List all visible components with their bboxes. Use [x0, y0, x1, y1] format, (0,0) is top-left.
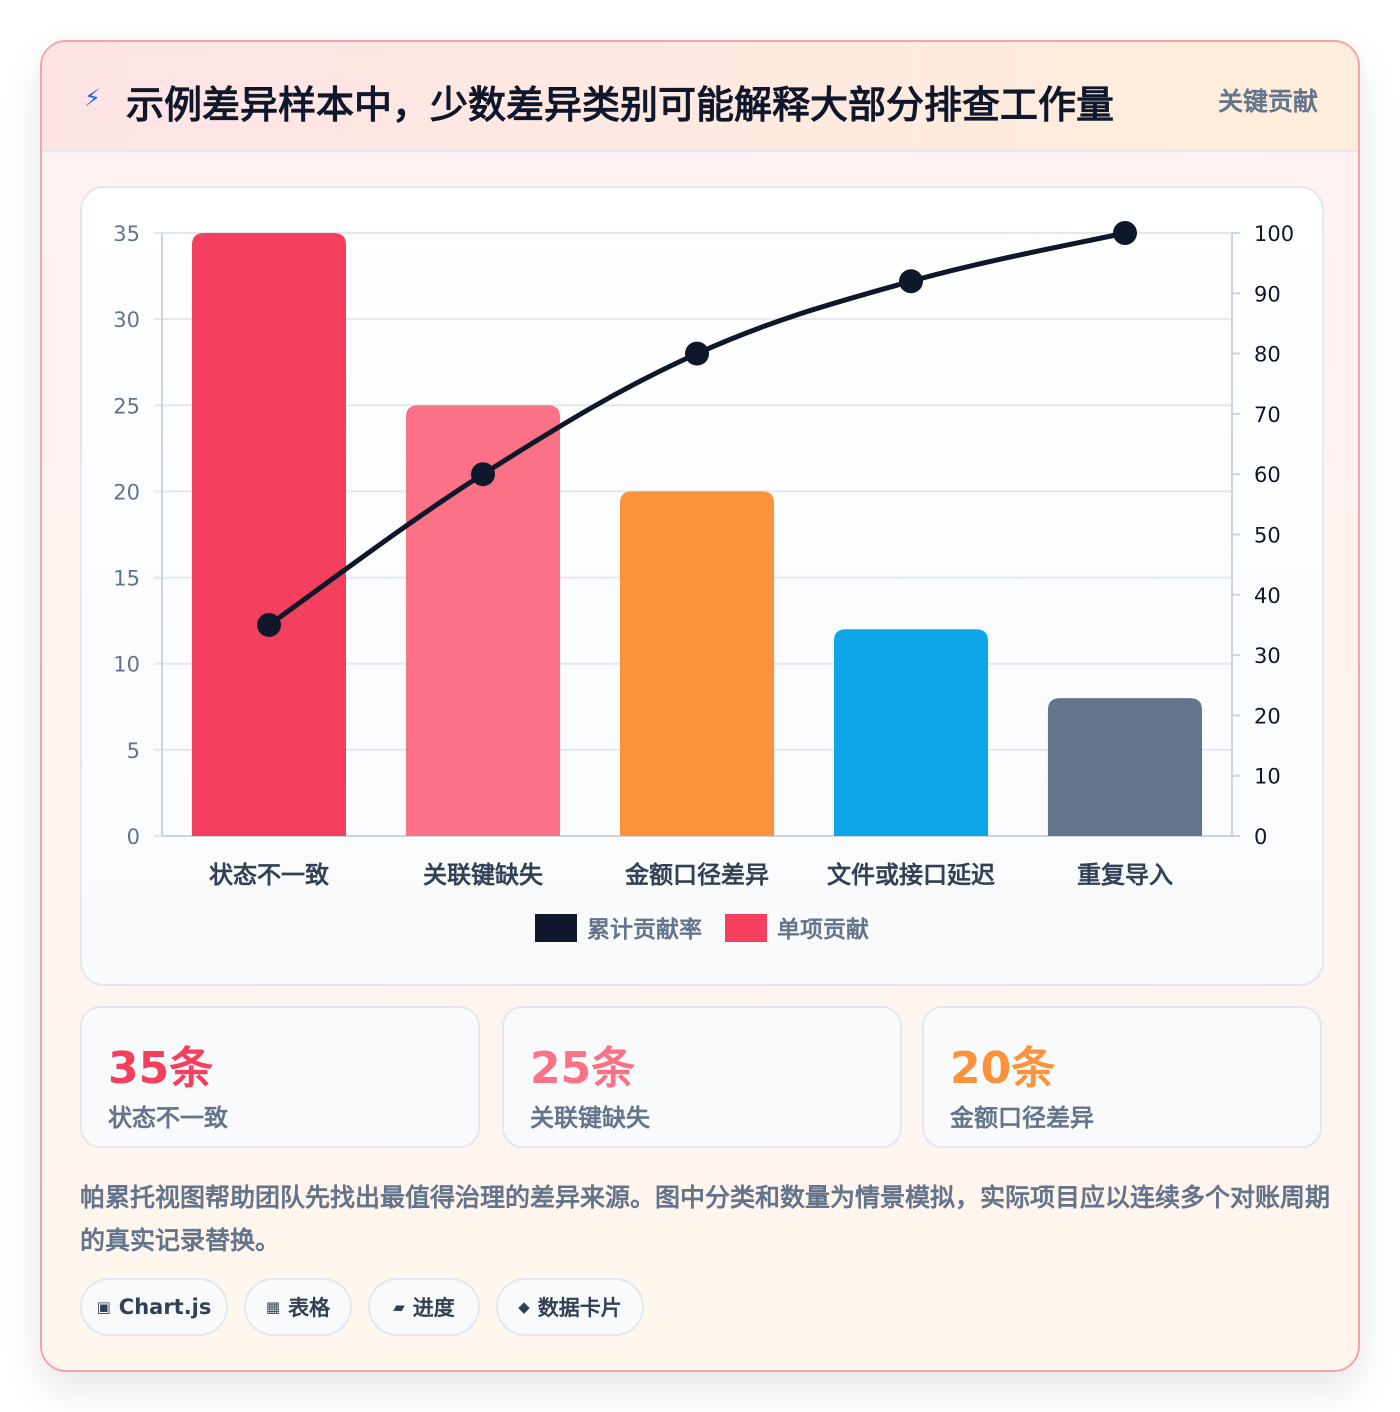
x-tick-label: 文件或接口延迟	[827, 861, 995, 889]
table-icon: ▦	[265, 1298, 281, 1316]
bar	[405, 405, 561, 836]
progress-icon: ▰	[393, 1298, 405, 1316]
y-left-tick-label: 35	[113, 222, 140, 246]
tag-label: 进度	[412, 1296, 455, 1320]
header-badge: 关键贡献	[1217, 87, 1318, 116]
lightning-icon: ⚡	[84, 84, 101, 112]
y-left-tick-label: 15	[113, 567, 140, 591]
bar	[191, 233, 347, 836]
legend-label: 累计贡献率	[587, 916, 702, 943]
line-point	[685, 341, 709, 366]
chart-icon: ▣	[96, 1298, 111, 1316]
legend-swatch	[725, 914, 767, 942]
line-point	[471, 462, 495, 487]
y-left-tick-label: 5	[127, 739, 140, 763]
y-right-tick-label: 40	[1254, 584, 1281, 608]
legend-label: 单项贡献	[777, 917, 869, 943]
footnote: 帕累托视图帮助团队先找出最值得治理的差异来源。图中分类和数量为情景模拟，实际项目…	[80, 1183, 1331, 1255]
y-right-tick-label: 20	[1254, 704, 1281, 728]
y-left-tick-label: 25	[113, 394, 140, 418]
y-right-tick-label: 100	[1254, 222, 1294, 246]
x-tick-label: 状态不一致	[209, 861, 330, 889]
line-point	[899, 269, 923, 294]
y-right-tick-label: 90	[1254, 282, 1281, 306]
y-right-tick-label: 10	[1254, 765, 1281, 789]
bar	[833, 629, 989, 836]
stat-value: 25条	[530, 1043, 636, 1094]
x-tick-label: 重复导入	[1077, 861, 1173, 889]
diamond-icon: ◆	[518, 1298, 530, 1316]
tag-label: 表格	[288, 1296, 331, 1320]
report-card: ⚡ 示例差异样本中，少数差异类别可能解释大部分排查工作量 关键贡献 0 5 10 15…	[40, 40, 1360, 1372]
x-tick-label: 关联键缺失	[423, 861, 544, 889]
stat-card: 20条 金额口径差异	[922, 1006, 1322, 1148]
tag-label: 数据卡片	[537, 1296, 622, 1320]
y-left-tick-label: 10	[113, 653, 140, 677]
card-header: ⚡ 示例差异样本中，少数差异类别可能解释大部分排查工作量 关键贡献	[42, 42, 1358, 152]
y-right-tick-label: 50	[1254, 524, 1281, 548]
page-title: 示例差异样本中，少数差异类别可能解释大部分排查工作量	[126, 83, 1115, 127]
bar	[1047, 698, 1203, 836]
stat-label: 金额口径差异	[950, 1104, 1094, 1132]
line-point	[1113, 221, 1137, 245]
stat-card: 25条 关联键缺失	[502, 1006, 902, 1148]
chart-panel: 0 5 10 15 20 25 30 35 0 10 20 30 40 50 60 70 80 90 100 状态不一…	[80, 186, 1324, 986]
stat-value: 20条	[950, 1043, 1056, 1094]
x-tick-label: 金额口径差异	[624, 861, 769, 889]
y-left-tick-label: 30	[113, 308, 140, 332]
tag-chip[interactable]: ▦ 表格	[244, 1278, 352, 1336]
y-right-tick-label: 70	[1254, 403, 1281, 427]
stat-label: 关联键缺失	[530, 1104, 650, 1132]
stat-label: 状态不一致	[108, 1104, 228, 1132]
y-left-tick-label: 20	[113, 480, 140, 504]
stat-card: 35条 状态不一致	[80, 1006, 480, 1148]
y-right-tick-label: 30	[1254, 644, 1281, 668]
stat-value: 35条	[108, 1043, 214, 1094]
bar	[619, 491, 775, 836]
line-point	[257, 612, 281, 637]
y-left-tick-label: 0	[127, 825, 140, 849]
y-right-tick-label: 0	[1254, 825, 1267, 849]
tag-chip[interactable]: ▣ Chart.js	[80, 1278, 228, 1336]
pareto-chart: 0 5 10 15 20 25 30 35 0 10 20 30 40 50 60 70 80 90 100 状态不一…	[113, 221, 1294, 943]
y-right-tick-label: 60	[1254, 463, 1281, 487]
tag-label: Chart.js	[118, 1295, 212, 1319]
legend-swatch	[535, 914, 577, 942]
tag-chip[interactable]: ▰ 进度	[368, 1278, 480, 1336]
y-right-tick-label: 80	[1254, 343, 1281, 367]
tag-chip[interactable]: ◆ 数据卡片	[496, 1278, 644, 1336]
